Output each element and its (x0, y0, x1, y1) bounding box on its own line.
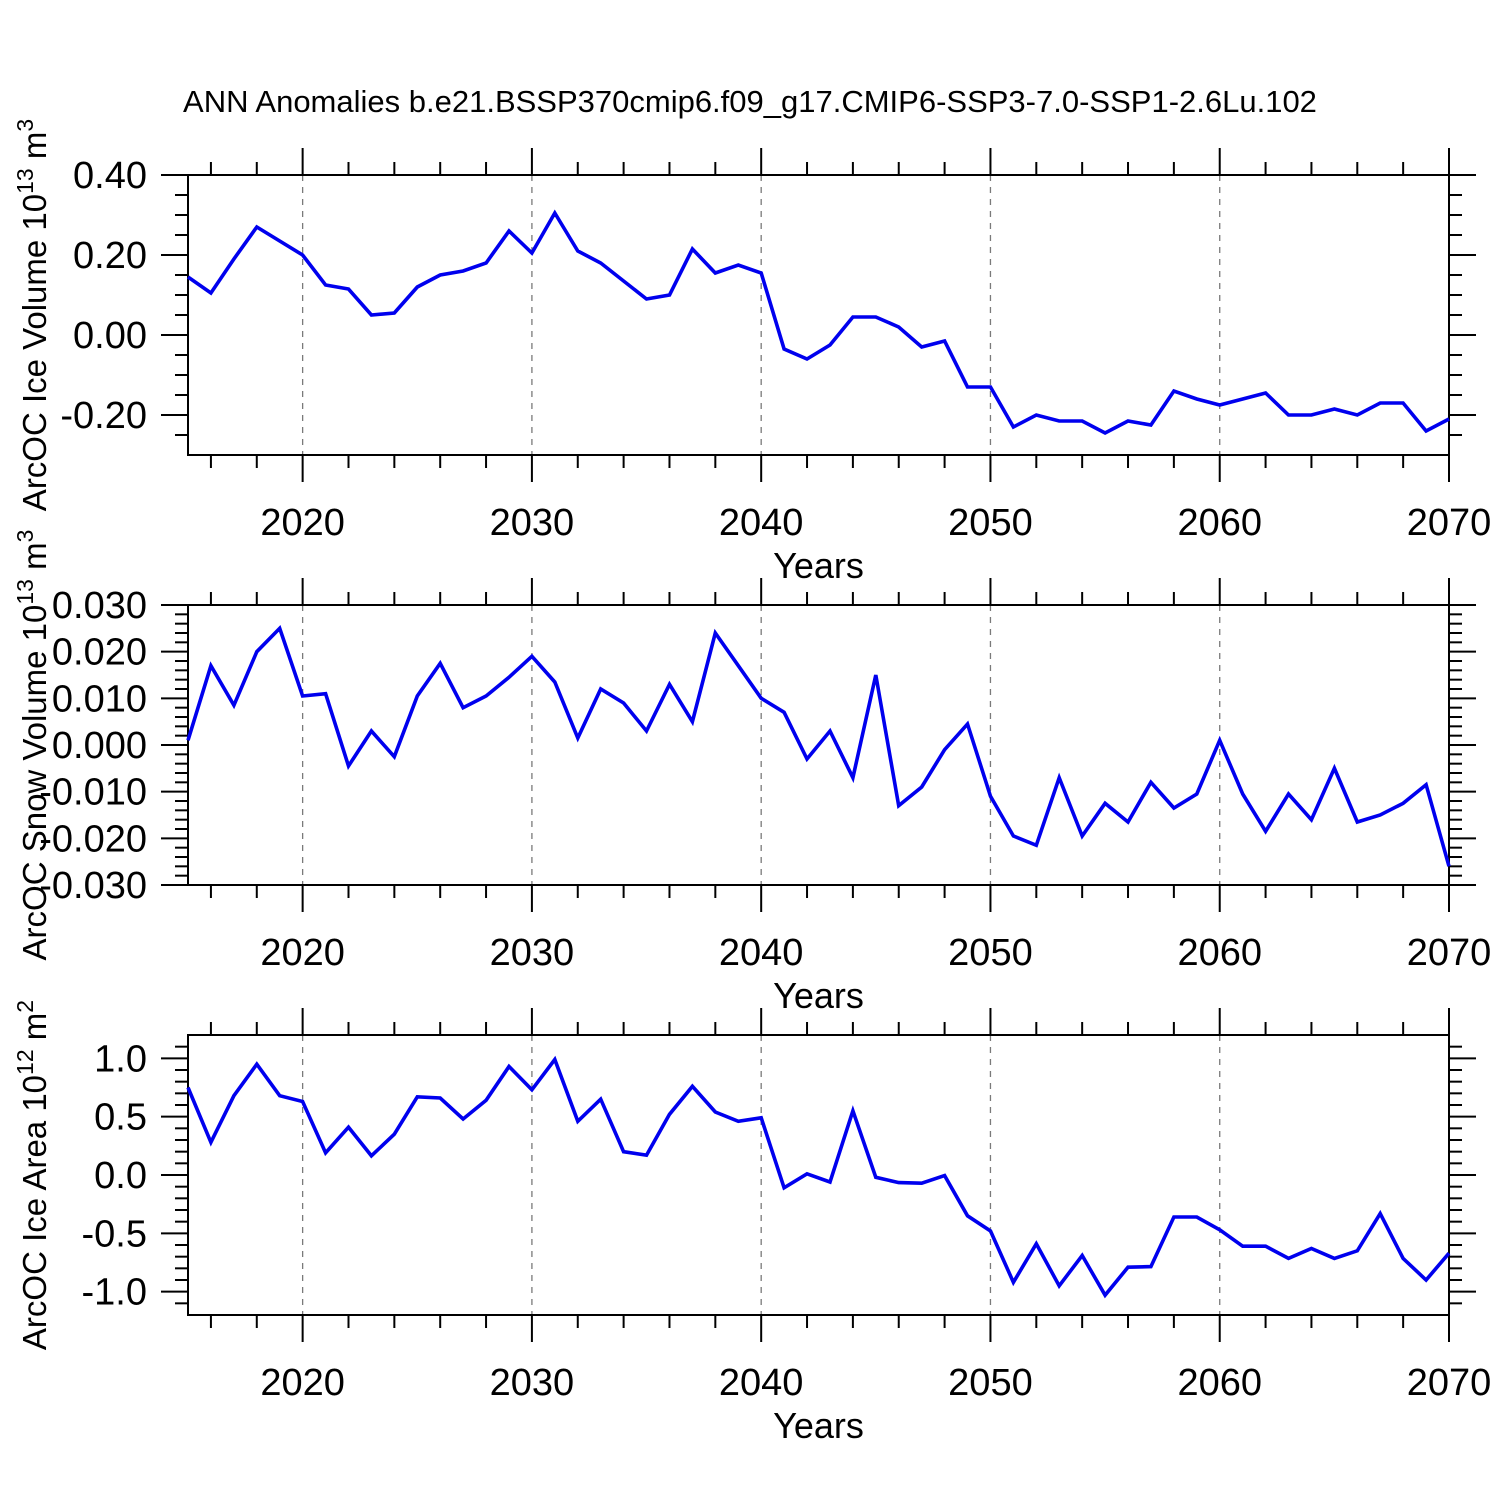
x-tick-label: 2060 (1177, 502, 1262, 544)
data-series-line (186, 624, 1451, 867)
plot-box (187, 1034, 1450, 1316)
y-tick-label: -0.20 (60, 395, 147, 437)
y-tick-label: -1.0 (82, 1272, 147, 1314)
y-tick-label: 1.0 (94, 1038, 147, 1080)
x-axis-label: Years (773, 545, 864, 586)
x-tick-label: 2060 (1177, 932, 1262, 974)
x-tick-label: 2040 (719, 932, 804, 974)
y-tick-label: 0.000 (52, 725, 147, 767)
y-axis-label: ArcOC Ice Volume 1013 m3 (12, 119, 53, 511)
x-tick-label: 2070 (1407, 1362, 1492, 1404)
y-tick-label: 0.030 (52, 585, 147, 627)
x-axis-label: Years (773, 1405, 864, 1446)
y-tick-label: -0.020 (39, 818, 147, 860)
y-tick-label: 0.20 (73, 235, 147, 277)
y-tick-label: -0.030 (39, 865, 147, 907)
x-tick-label: 2030 (490, 502, 575, 544)
x-tick-label: 2070 (1407, 932, 1492, 974)
x-axis-label: Years (773, 975, 864, 1016)
y-tick-label: 0.020 (52, 632, 147, 674)
y-tick-label: 0.0 (94, 1155, 147, 1197)
y-axis-label: ArcOC Ice Area 1012 m2 (12, 1000, 53, 1350)
x-tick-label: 2070 (1407, 502, 1492, 544)
x-tick-label: 2020 (260, 1362, 345, 1404)
y-tick-label: -0.5 (82, 1213, 147, 1255)
x-tick-label: 2040 (719, 1362, 804, 1404)
x-tick-label: 2060 (1177, 1362, 1262, 1404)
x-tick-label: 2030 (490, 932, 575, 974)
ice-volume-chart: 2020 2030 2040 2050 2060 2070 0.40 0.20 0.00 -0.2… (12, 119, 1491, 586)
y-tick-label: 0.010 (52, 678, 147, 720)
x-tick-label: 2020 (260, 932, 345, 974)
x-tick-label: 2030 (490, 1362, 575, 1404)
data-series-line (186, 1055, 1451, 1299)
x-tick-label: 2020 (260, 502, 345, 544)
y-tick-label: -0.010 (39, 772, 147, 814)
x-tick-label: 2050 (948, 932, 1033, 974)
y-tick-label: 0.00 (73, 315, 147, 357)
x-tick-label: 2040 (719, 502, 804, 544)
y-tick-label: 0.40 (73, 155, 147, 197)
x-tick-label: 2050 (948, 502, 1033, 544)
data-series-line (186, 209, 1450, 436)
page-title: ANN Anomalies b.e21.BSSP370cmip6.f09_g17… (183, 84, 1317, 119)
y-axis-label: ArcOC Snow Volume 1013 m3 (12, 530, 53, 961)
x-tick-label: 2050 (948, 1362, 1033, 1404)
y-tick-label: 0.5 (94, 1097, 147, 1139)
ice-area-chart: 2020 2030 2040 2050 2060 2070 1.0 0.5 0.0 -0.5 -1.… (12, 1000, 1491, 1446)
